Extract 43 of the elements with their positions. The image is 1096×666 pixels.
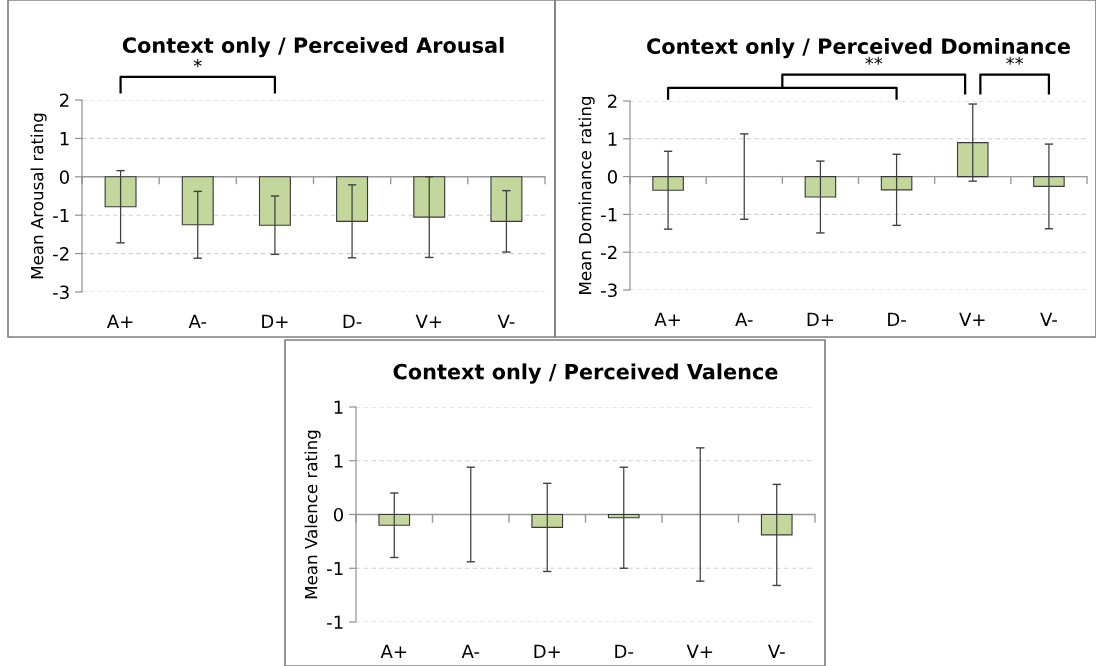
y-tick-label: -2 — [601, 245, 617, 260]
y-axis-title: Mean Dominance rating — [578, 97, 595, 294]
x-tick-label: A- — [461, 644, 480, 658]
y-tick-label: -1 — [327, 561, 343, 576]
text: ** — [1006, 56, 1024, 65]
x-tick-label: A- — [188, 314, 207, 328]
y-tick-label: -1 — [53, 208, 69, 223]
chart-title: Context only / Perceived Valence — [393, 363, 778, 384]
x-tick-label: A+ — [106, 314, 133, 328]
x-tick-label: D- — [888, 312, 906, 326]
x-tick-label: D+ — [534, 644, 560, 658]
y-tick-label: 0 — [333, 507, 343, 522]
y-tick-label: 2 — [60, 93, 69, 107]
x-tick-label: D+ — [262, 314, 288, 328]
y-tick-label: 0 — [59, 170, 69, 184]
x-tick-label: V- — [767, 644, 785, 658]
y-tick-label: -1 — [601, 208, 617, 222]
text: ** — [865, 56, 883, 65]
y-tick-label: -3 — [53, 285, 69, 300]
y-tick-label: 1 — [60, 132, 69, 146]
y-axis-title: Mean Valence rating — [304, 430, 321, 599]
y-tick-label: 0 — [607, 170, 617, 184]
x-tick-label: V+ — [415, 314, 442, 328]
x-tick-label: A+ — [380, 644, 407, 658]
x-tick-label: V+ — [686, 644, 713, 658]
y-tick-label: 1 — [334, 400, 343, 414]
y-axis-title: Mean Arousal rating — [30, 113, 47, 279]
x-tick-label: A+ — [654, 312, 680, 326]
y-tick-label: -2 — [53, 247, 69, 261]
x-tick-label: D- — [343, 314, 362, 328]
y-tick-label: -3 — [601, 283, 617, 298]
x-tick-label: D+ — [807, 312, 834, 326]
y-tick-label: 1 — [608, 132, 617, 146]
chart-title: Context only / Perceived Arousal — [122, 36, 504, 58]
x-tick-label: D- — [615, 644, 634, 658]
x-tick-label: V- — [1040, 312, 1057, 326]
text: * — [193, 59, 202, 68]
y-tick-label: 1 — [334, 454, 343, 468]
x-tick-label: A- — [735, 312, 753, 326]
y-tick-label: 2 — [608, 94, 617, 108]
x-tick-label: V- — [497, 314, 515, 328]
x-tick-label: V+ — [959, 312, 985, 326]
y-tick-label: -1 — [327, 615, 343, 629]
